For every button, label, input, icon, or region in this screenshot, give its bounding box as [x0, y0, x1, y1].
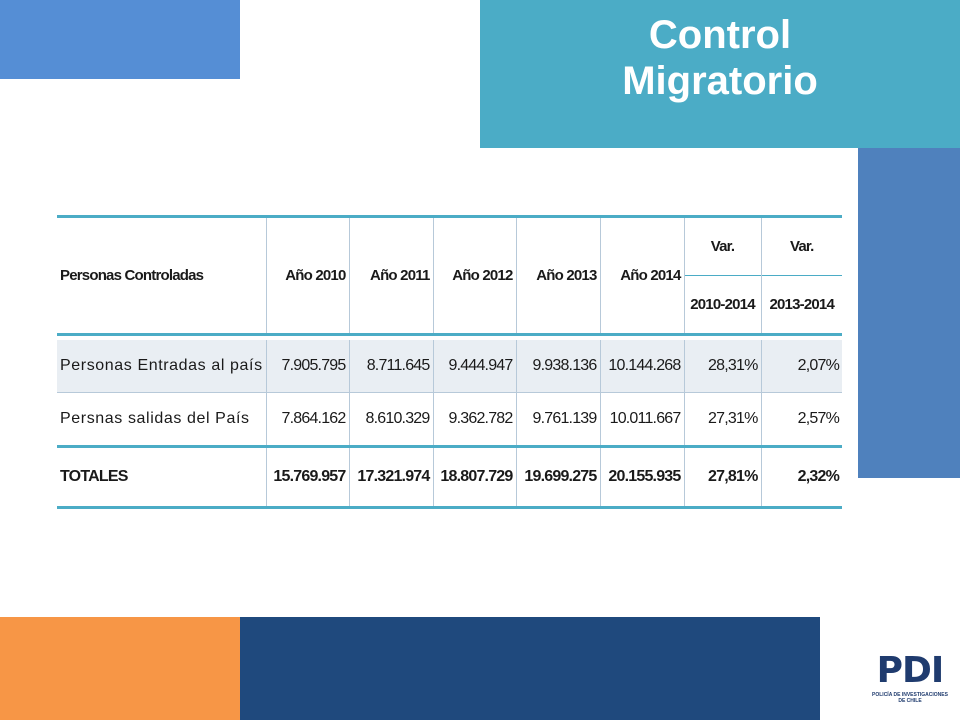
- totals-row: TOTALES 15.769.957 17.321.974 18.807.729…: [57, 445, 842, 509]
- cell-value: 7.864.162: [266, 392, 350, 447]
- header-year: Año 2012: [433, 216, 517, 336]
- title-banner: [480, 0, 960, 148]
- cell-value: 27,81%: [684, 445, 762, 509]
- header-year: Año 2013: [516, 216, 601, 336]
- row-label: Persnas salidas del País: [57, 392, 267, 447]
- cell-value: 27,31%: [684, 392, 762, 447]
- cell-value: 2,32%: [761, 445, 842, 509]
- decor-block-bottom-orange: [0, 617, 240, 720]
- slide-title-line2: Migratorio: [622, 59, 818, 103]
- pdi-logo: PDI POLICÍA DE INVESTIGACIONES DE CHILE: [872, 650, 948, 705]
- decor-block-right: [858, 148, 960, 478]
- header-year: Año 2014: [600, 216, 685, 336]
- cell-value: 10.011.667: [600, 392, 685, 447]
- header-var: Var.: [684, 216, 762, 276]
- cell-value: 28,31%: [684, 340, 762, 393]
- cell-value: 2,57%: [761, 392, 842, 447]
- cell-value: 2,07%: [761, 340, 842, 393]
- table-row: Persnas salidas del País 7.864.162 8.610…: [57, 392, 842, 447]
- cell-value: 9.938.136: [516, 340, 601, 393]
- cell-value: 9.362.782: [433, 392, 517, 447]
- pdi-logo-mark: PDI: [876, 650, 945, 691]
- cell-value: 19.699.275: [516, 445, 601, 509]
- decor-block-top-left: [0, 0, 240, 79]
- header-personas-controladas: Personas Controladas: [57, 216, 267, 336]
- pdi-logo-subtitle: POLICÍA DE INVESTIGACIONES DE CHILE: [872, 692, 948, 704]
- cell-value: 17.321.974: [349, 445, 434, 509]
- header-year: Año 2010: [266, 216, 350, 336]
- row-label: TOTALES: [57, 445, 267, 509]
- header-var-range: 2010-2014: [684, 275, 762, 336]
- cell-value: 18.807.729: [433, 445, 517, 509]
- cell-value: 8.610.329: [349, 392, 434, 447]
- cell-value: 10.144.268: [600, 340, 685, 393]
- cell-value: 7.905.795: [266, 340, 350, 393]
- header-year: Año 2011: [349, 216, 434, 336]
- cell-value: 9.444.947: [433, 340, 517, 393]
- slide-title-line1: Control: [648, 13, 792, 57]
- cell-value: 20.155.935: [600, 445, 685, 509]
- migration-table: Personas Controladas Año 2010 Año 2011 A…: [57, 215, 842, 509]
- header-var-range: 2013-2014: [761, 275, 842, 336]
- table-row: Personas Entradas al país 7.905.795 8.71…: [57, 340, 842, 393]
- decor-block-bottom-navy: [240, 617, 820, 720]
- header-var: Var.: [790, 238, 814, 255]
- slide-title: Control Migratorio: [480, 12, 960, 104]
- cell-value: 9.761.139: [516, 392, 601, 447]
- row-label: Personas Entradas al país: [57, 340, 267, 393]
- cell-value: 15.769.957: [266, 445, 350, 509]
- cell-value: 8.711.645: [349, 340, 434, 393]
